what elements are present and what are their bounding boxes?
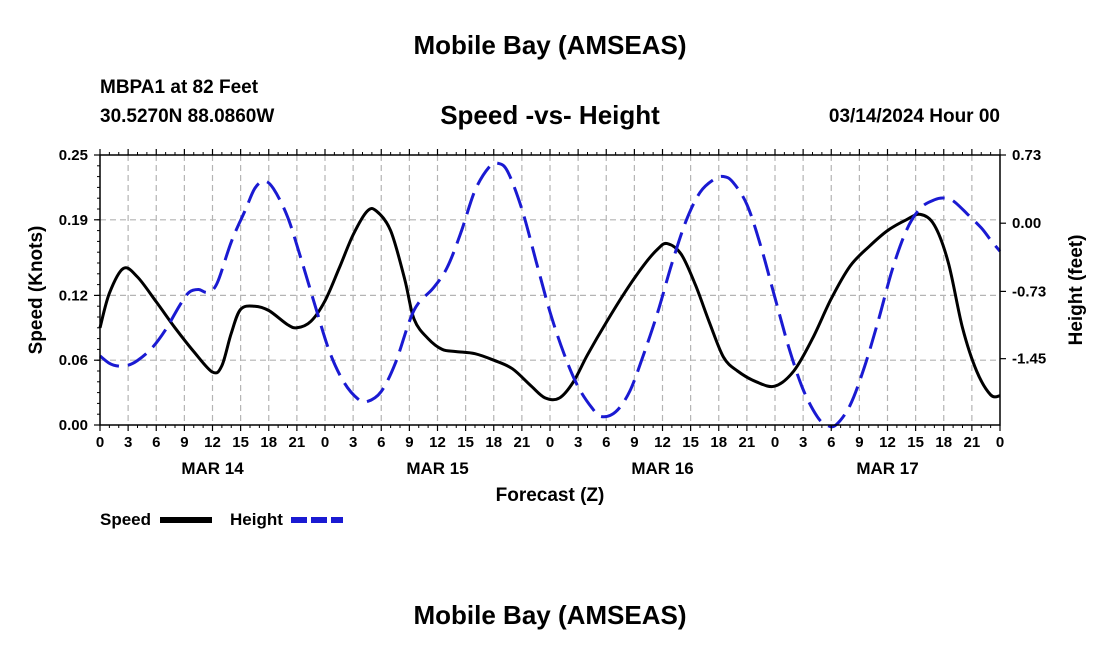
chart-axes: 0 3 6 9 12 15 18 21 0 3 6 9 12 15 18 21 0 3 6 9 12 15 18 21 0 3 6 9…: [59, 147, 1046, 478]
x-day-label: MAR 14: [181, 459, 244, 478]
station-label: MBPA1 at 82 Feet: [100, 77, 259, 98]
x-tick-label: 6: [152, 434, 160, 451]
x-tick-label: 18: [935, 434, 952, 451]
series-line-height: [99, 161, 1002, 429]
x-tick-label: 9: [405, 434, 413, 451]
x-axis-label: Forecast (Z): [496, 485, 605, 506]
x-tick-label: 21: [514, 434, 531, 451]
x-tick-label: 3: [349, 434, 357, 451]
x-tick-label: 0: [996, 434, 1004, 451]
forecast-run-time: 03/14/2024 Hour 00: [828, 106, 1000, 127]
x-tick-label: 9: [855, 434, 863, 451]
x-tick-label: 0: [546, 434, 554, 451]
x-tick-label: 0: [321, 434, 329, 451]
x-tick-label: 18: [260, 434, 277, 451]
x-tick-label: 15: [232, 434, 249, 451]
x-tick-label: 15: [682, 434, 699, 451]
legend-label-speed: Speed: [100, 510, 151, 529]
footer-title: Mobile Bay (AMSEAS): [413, 600, 687, 630]
x-tick-label: 12: [654, 434, 671, 451]
y-axis-label: Speed (Knots): [26, 226, 47, 355]
chart-title: Speed -vs- Height: [440, 100, 660, 130]
legend-label-height: Height: [230, 510, 283, 529]
x-tick-label: 3: [124, 434, 132, 451]
x-tick-label: 15: [457, 434, 474, 451]
x-tick-label: 12: [879, 434, 896, 451]
x-tick-label: 12: [429, 434, 446, 451]
y-tick-label: 0.12: [59, 287, 88, 304]
x-day-label: MAR 15: [406, 459, 468, 478]
x-tick-label: 21: [739, 434, 756, 451]
y2-axis-label: Height (feet): [1066, 235, 1087, 346]
y2-tick-label: 0.73: [1012, 147, 1041, 164]
x-tick-label: 9: [630, 434, 638, 451]
x-tick-label: 3: [574, 434, 582, 451]
x-tick-label: 18: [710, 434, 727, 451]
station-coordinates: 30.5270N 88.0860W: [100, 106, 275, 127]
x-tick-label: 9: [180, 434, 188, 451]
y2-tick-label: 0.00: [1012, 215, 1041, 232]
y-tick-label: 0.25: [59, 147, 88, 164]
x-tick-label: 21: [289, 434, 306, 451]
x-day-label: MAR 16: [631, 459, 693, 478]
chart-gridlines: [100, 155, 1000, 425]
x-tick-label: 6: [827, 434, 835, 451]
x-tick-label: 6: [377, 434, 385, 451]
x-tick-label: 21: [964, 434, 981, 451]
x-tick-label: 15: [907, 434, 924, 451]
y-tick-label: 0.00: [59, 417, 88, 434]
chart-legend: Speed Height: [100, 510, 343, 529]
chart-series: [98, 161, 1002, 429]
x-tick-label: 3: [799, 434, 807, 451]
x-tick-label: 18: [485, 434, 502, 451]
y2-tick-label: -0.73: [1012, 283, 1046, 300]
x-tick-label: 6: [602, 434, 610, 451]
series-line-speed: [98, 206, 1001, 402]
x-day-label: MAR 17: [856, 459, 918, 478]
x-tick-label: 12: [204, 434, 221, 451]
y-tick-label: 0.06: [59, 352, 88, 369]
y-tick-label: 0.19: [59, 212, 88, 229]
x-tick-label: 0: [771, 434, 779, 451]
page-title: Mobile Bay (AMSEAS): [413, 30, 687, 60]
x-tick-label: 0: [96, 434, 104, 451]
y2-tick-label: -1.45: [1012, 351, 1046, 368]
